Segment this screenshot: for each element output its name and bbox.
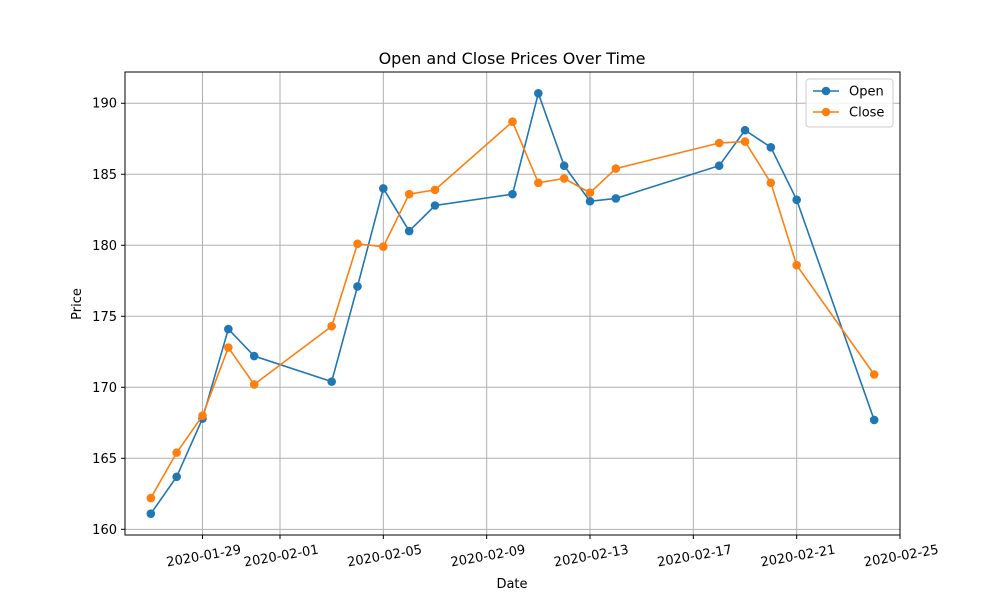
legend-label-open: Open: [849, 85, 884, 100]
series-line-close: [150, 120, 875, 499]
legend-label-close: Close: [849, 106, 884, 121]
data-point-open: [379, 184, 388, 193]
data-point-open: [353, 282, 362, 291]
data-point-open: [869, 415, 879, 425]
y-tick-label: 160: [92, 523, 117, 538]
y-tick-label: 165: [92, 452, 117, 467]
y-tick-label: 180: [92, 239, 117, 254]
y-axis-label: Price: [70, 288, 85, 320]
data-point-open: [766, 142, 776, 152]
data-point-open: [534, 89, 543, 98]
legend-marker-close: [821, 107, 831, 117]
x-tick-label: 2020-02-21: [760, 543, 837, 571]
x-tick-label: 2020-02-17: [656, 543, 733, 571]
data-point-close: [585, 188, 595, 198]
series-group: [146, 89, 879, 518]
y-tick-label: 190: [92, 97, 117, 112]
data-point-close: [327, 321, 336, 331]
x-axis-label: Date: [496, 577, 527, 592]
data-point-close: [869, 370, 879, 379]
chart-title: Open and Close Prices Over Time: [379, 49, 646, 68]
data-point-open: [404, 226, 414, 236]
y-tick-label: 185: [92, 168, 117, 183]
data-point-open: [172, 472, 181, 482]
plot-frame: [124, 71, 901, 536]
y-tick-label: 170: [92, 381, 117, 396]
y-tick-label: 175: [92, 310, 117, 325]
x-tick-label: 2020-01-29: [165, 543, 242, 571]
data-point-open: [224, 324, 233, 334]
data-point-close: [611, 164, 621, 173]
grid: [125, 72, 901, 535]
x-tick-label: 2020-02-13: [553, 543, 630, 571]
data-point-open: [611, 194, 621, 203]
data-point-close: [249, 380, 259, 389]
x-axis: 2020-01-29 2020-02-01 2020-02-05 2020-02-09…: [165, 535, 940, 570]
x-tick-label: 2020-02-01: [243, 543, 320, 571]
data-point-close: [353, 239, 362, 249]
data-point-close: [559, 174, 569, 183]
y-axis: 160 165 170 175 180 185 190: [92, 97, 125, 538]
series-line-open: [150, 90, 875, 515]
data-point-close: [714, 138, 724, 148]
legend: Open Close: [805, 78, 894, 128]
data-point-open: [430, 201, 440, 210]
data-point-open: [714, 161, 724, 171]
data-point-close: [430, 185, 440, 195]
x-tick-label: 2020-02-09: [450, 543, 527, 571]
data-point-close: [146, 493, 156, 503]
data-point-close: [198, 411, 207, 420]
data-point-open: [249, 351, 259, 361]
x-tick-label: 2020-02-25: [863, 543, 940, 571]
data-point-open: [146, 509, 156, 518]
data-point-close: [534, 178, 543, 188]
data-point-close: [766, 178, 776, 188]
data-point-open: [740, 125, 750, 135]
data-point-close: [740, 137, 750, 146]
data-point-close: [172, 448, 181, 457]
data-point-open: [508, 189, 517, 199]
data-point-open: [559, 161, 569, 171]
data-point-open: [792, 195, 801, 205]
data-point-close: [224, 343, 233, 352]
data-point-close: [404, 189, 414, 199]
legend-marker-open: [821, 86, 831, 96]
data-point-open: [585, 196, 595, 206]
data-point-close: [792, 260, 801, 270]
data-point-open: [327, 377, 336, 386]
data-point-close: [379, 242, 388, 251]
x-tick-label: 2020-02-05: [346, 543, 423, 571]
data-point-close: [508, 117, 517, 127]
